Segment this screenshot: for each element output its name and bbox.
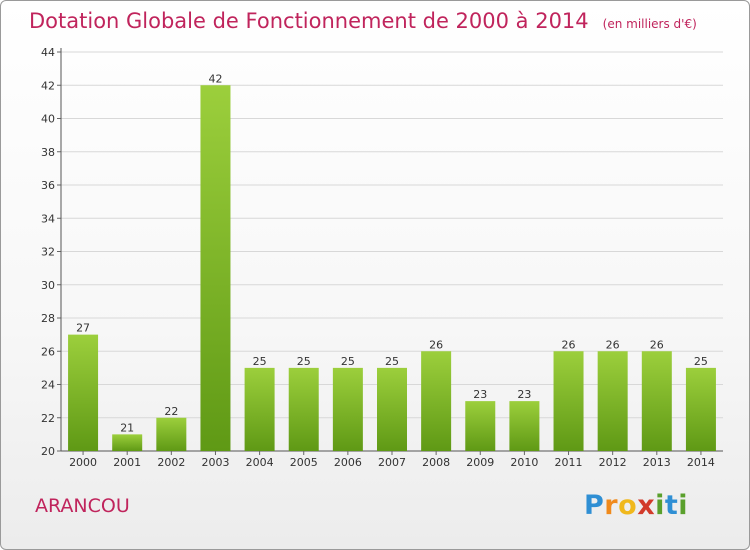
data-label: 26 <box>650 338 664 351</box>
bar <box>465 401 496 451</box>
y-tick-label: 28 <box>41 312 55 325</box>
data-label: 22 <box>164 405 178 418</box>
bar <box>156 417 187 451</box>
x-tick-label: 2007 <box>378 456 406 469</box>
x-tick-label: 2014 <box>687 456 715 469</box>
y-tick-label: 40 <box>41 113 55 126</box>
proxiti-logo: Proxiti <box>584 490 688 521</box>
x-tick-label: 2005 <box>290 456 318 469</box>
logo-letter: i <box>655 490 665 521</box>
y-tick-label: 22 <box>41 412 55 425</box>
data-label: 23 <box>517 388 531 401</box>
y-tick-label: 38 <box>41 146 55 159</box>
y-tick-label: 32 <box>41 246 55 259</box>
chart-title: Dotation Globale de Fonctionnement de 20… <box>29 9 589 33</box>
data-label: 26 <box>606 338 620 351</box>
bar <box>421 351 452 451</box>
y-tick-label: 30 <box>41 279 55 292</box>
data-label: 25 <box>341 355 355 368</box>
y-tick-label: 26 <box>41 345 55 358</box>
bar <box>553 351 584 451</box>
data-label: 26 <box>562 338 576 351</box>
y-tick-label: 36 <box>41 179 55 192</box>
logo-letter: t <box>664 490 679 521</box>
data-label: 25 <box>385 355 399 368</box>
x-tick-label: 2003 <box>201 456 229 469</box>
chart-subtitle: (en milliers d'€) <box>602 17 697 31</box>
y-tick-label: 24 <box>41 379 55 392</box>
commune-name: ARANCOU <box>35 495 130 517</box>
bar <box>288 367 319 451</box>
x-tick-label: 2011 <box>555 456 583 469</box>
bar <box>332 367 363 451</box>
logo-letter: o <box>618 490 638 521</box>
x-tick-label: 2008 <box>422 456 450 469</box>
bar <box>685 367 716 451</box>
bar <box>509 401 540 451</box>
bar <box>641 351 672 451</box>
logo-letter: P <box>584 490 605 521</box>
x-tick-label: 2012 <box>599 456 627 469</box>
x-tick-label: 2010 <box>510 456 538 469</box>
x-tick-label: 2006 <box>334 456 362 469</box>
logo-letter: x <box>637 490 656 521</box>
y-tick-label: 20 <box>41 445 55 458</box>
logo-letter: i <box>678 490 689 521</box>
bar <box>244 367 275 451</box>
y-tick-label: 34 <box>41 212 55 225</box>
bar <box>597 351 628 451</box>
y-tick-label: 42 <box>41 79 55 92</box>
bar <box>112 434 143 451</box>
data-label: 25 <box>694 355 708 368</box>
bar <box>377 367 407 451</box>
x-tick-label: 2000 <box>69 456 97 469</box>
y-tick-label: 44 <box>41 46 55 59</box>
data-label: 27 <box>76 322 90 335</box>
bar <box>200 85 231 451</box>
bar-chart: 20 22 24 26 28 30 32 34 36 38 40 42 44 27 2000 21 2001 22… <box>41 46 723 469</box>
bar <box>68 334 99 451</box>
x-tick-label: 2002 <box>157 456 185 469</box>
data-label: 26 <box>429 338 443 351</box>
data-label: 42 <box>208 72 222 85</box>
data-label: 23 <box>473 388 487 401</box>
x-tick-label: 2001 <box>113 456 141 469</box>
data-label: 25 <box>297 355 311 368</box>
x-tick-label: 2013 <box>643 456 671 469</box>
logo-letter: r <box>604 490 619 521</box>
x-tick-label: 2004 <box>246 456 274 469</box>
x-tick-label: 2009 <box>466 456 494 469</box>
data-label: 21 <box>120 421 134 434</box>
data-label: 25 <box>253 355 267 368</box>
title-row: Dotation Globale de Fonctionnement de 20… <box>29 9 697 33</box>
